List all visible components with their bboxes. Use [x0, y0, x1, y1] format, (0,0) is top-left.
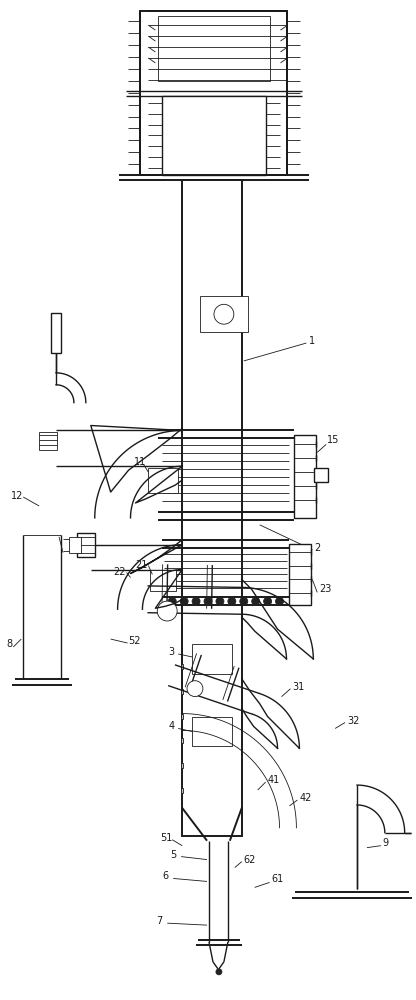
Bar [141, 11, 287, 175]
Bar [158, 16, 270, 81]
Circle shape [240, 597, 248, 605]
Text: 2: 2 [314, 543, 321, 553]
Text: 52: 52 [129, 636, 141, 646]
Text: 62: 62 [244, 855, 256, 865]
Circle shape [216, 597, 224, 605]
Bar [39, 432, 57, 450]
Circle shape [264, 597, 272, 605]
Text: 23: 23 [319, 584, 332, 594]
Text: 12: 12 [11, 491, 24, 501]
Circle shape [275, 597, 283, 605]
Circle shape [157, 601, 177, 621]
Bar [182, 180, 242, 836]
Bar [192, 717, 232, 746]
Text: 4: 4 [168, 721, 174, 731]
Bar [181, 714, 183, 719]
Bar [181, 664, 183, 669]
Text: 1: 1 [310, 336, 315, 346]
Bar [181, 763, 183, 768]
Bar [51, 313, 61, 353]
Circle shape [204, 597, 212, 605]
Text: 7: 7 [156, 916, 163, 926]
Text: 9: 9 [383, 838, 389, 848]
Bar [69, 537, 81, 553]
Text: 41: 41 [267, 775, 280, 785]
Bar [314, 468, 328, 482]
Circle shape [192, 597, 200, 605]
Text: 32: 32 [347, 716, 359, 726]
Bar [295, 435, 316, 518]
Text: 21: 21 [136, 560, 148, 570]
Text: 11: 11 [134, 457, 146, 467]
Text: 8: 8 [6, 639, 12, 649]
Text: 42: 42 [300, 793, 312, 803]
Bar [290, 544, 311, 605]
Circle shape [252, 597, 260, 605]
Bar [149, 468, 178, 493]
Bar [151, 570, 176, 591]
Bar [181, 788, 183, 793]
Text: 3: 3 [168, 647, 174, 657]
Text: 5: 5 [170, 850, 176, 860]
Text: 61: 61 [272, 874, 284, 884]
Bar [162, 96, 265, 175]
Text: 31: 31 [292, 682, 305, 692]
Circle shape [168, 597, 176, 605]
Bar [77, 533, 95, 557]
Circle shape [216, 969, 222, 975]
Bar [192, 644, 232, 674]
Circle shape [180, 597, 188, 605]
Text: 22: 22 [114, 567, 126, 577]
Bar [181, 738, 183, 743]
Bar [200, 296, 248, 332]
Text: 15: 15 [327, 435, 339, 445]
Circle shape [228, 597, 236, 605]
Text: 51: 51 [160, 833, 173, 843]
Text: 6: 6 [162, 871, 168, 881]
Bar [181, 689, 183, 694]
Circle shape [187, 681, 203, 697]
